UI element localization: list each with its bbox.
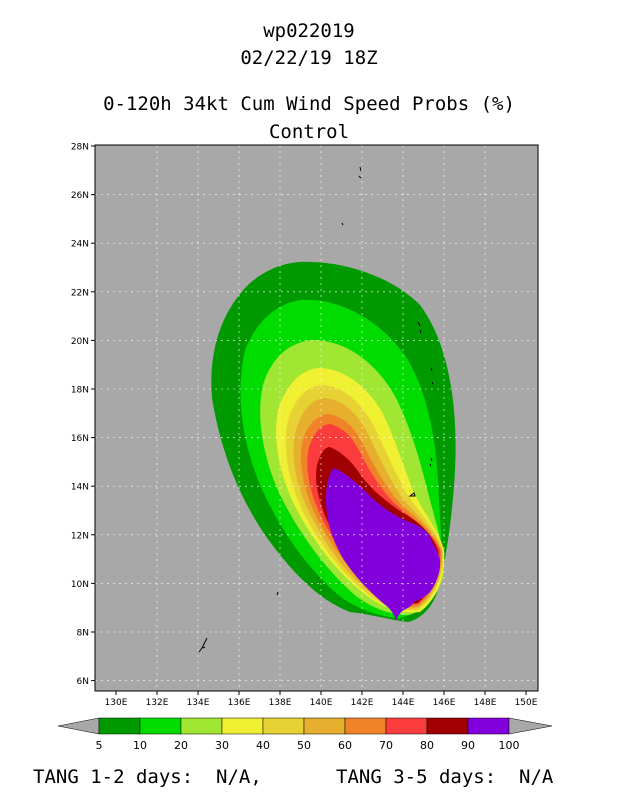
- legend-swatch: [344, 717, 387, 735]
- legend-label: 50: [297, 739, 311, 752]
- lat-tick-label: 10N: [71, 580, 89, 590]
- tang-3-5-days: TANG 3-5 days: N/A: [336, 766, 554, 788]
- legend-colorbar: 5 10 20 30 40 50 60 70 80 90 100: [57, 717, 553, 752]
- legend-label: 40: [256, 739, 270, 752]
- map-frame: [94, 144, 539, 692]
- lat-tick-label: 26N: [71, 191, 89, 201]
- legend-label: 100: [499, 739, 520, 752]
- island: [276, 591, 279, 596]
- contour-90-100: [326, 468, 441, 620]
- lon-tick-label: 130E: [105, 698, 128, 708]
- legend-swatch: [303, 717, 346, 735]
- forecast-datetime: 02/22/19 18Z: [240, 47, 378, 69]
- legend-swatch: [98, 717, 141, 735]
- legend-label: 60: [338, 739, 352, 752]
- lon-tick-label: 134E: [187, 698, 210, 708]
- legend-over-arrow: [508, 717, 553, 735]
- islands: [198, 166, 434, 653]
- legend-swatch: [180, 717, 223, 735]
- storm-id: wp022019: [263, 20, 355, 42]
- island: [341, 222, 344, 226]
- island: [198, 637, 208, 653]
- lon-axis: 130E 132E 134E 136E 138E 140E 142E 144E 146E 148E…: [105, 691, 538, 708]
- legend-label: 30: [215, 739, 229, 752]
- lon-tick-label: 146E: [433, 698, 456, 708]
- lat-tick-label: 24N: [71, 240, 89, 250]
- legend-under-arrow: [57, 717, 100, 735]
- legend-label: 20: [174, 739, 188, 752]
- legend-swatch: [139, 717, 182, 735]
- island: [417, 321, 422, 334]
- lon-tick-label: 138E: [269, 698, 292, 708]
- lon-tick-label: 132E: [146, 698, 169, 708]
- probability-contours: [211, 261, 456, 622]
- legend-label: 70: [379, 739, 393, 752]
- lon-tick-label: 142E: [351, 698, 374, 708]
- lat-tick-label: 18N: [71, 386, 89, 396]
- lat-tick-label: 12N: [71, 531, 89, 541]
- island: [358, 166, 362, 179]
- legend-swatch: [262, 717, 305, 735]
- lat-tick-label: 16N: [71, 434, 89, 444]
- legend-swatch: [467, 717, 510, 735]
- legend-swatch: [221, 717, 264, 735]
- run-label: Control: [268, 121, 350, 143]
- legend-label: 10: [133, 739, 147, 752]
- legend-label: 90: [461, 739, 475, 752]
- lon-tick-label: 144E: [392, 698, 415, 708]
- legend-swatch: [426, 717, 469, 735]
- product-title: 0-120h 34kt Cum Wind Speed Probs (%): [103, 93, 515, 115]
- lon-tick-label: 148E: [474, 698, 497, 708]
- lat-tick-label: 14N: [71, 483, 89, 493]
- lat-tick-label: 6N: [77, 677, 89, 687]
- lat-tick-label: 22N: [71, 288, 89, 298]
- island: [429, 457, 433, 467]
- lat-tick-label: 8N: [77, 629, 89, 639]
- lat-axis: 28N 26N 24N 22N 20N 18N 16N 14N 12N 10N 8N 6N: [71, 143, 95, 687]
- lat-tick-label: 28N: [71, 143, 89, 153]
- lat-tick-label: 20N: [71, 337, 89, 347]
- island: [408, 492, 416, 497]
- island: [430, 367, 434, 385]
- legend-label: 80: [420, 739, 434, 752]
- legend-swatch: [385, 717, 428, 735]
- tang-1-2-days: TANG 1-2 days: N/A,: [33, 766, 262, 788]
- lon-tick-label: 150E: [515, 698, 538, 708]
- legend-label: 5: [96, 739, 103, 752]
- lon-tick-label: 140E: [310, 698, 333, 708]
- graticule: [95, 145, 538, 691]
- lon-tick-label: 136E: [228, 698, 251, 708]
